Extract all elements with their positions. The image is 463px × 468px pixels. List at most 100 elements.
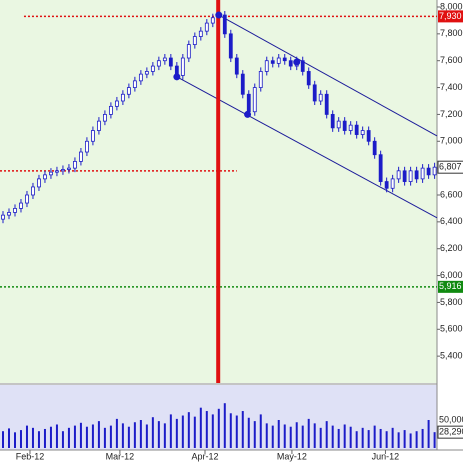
candle-body bbox=[13, 208, 17, 213]
candle-body bbox=[276, 57, 281, 64]
candle-body bbox=[67, 167, 71, 170]
y-tick-label: 6,600 bbox=[440, 189, 463, 199]
candle-body bbox=[144, 71, 149, 75]
candle-body bbox=[19, 202, 23, 209]
candle-body bbox=[414, 170, 419, 180]
candle-body bbox=[79, 151, 83, 162]
candle-body bbox=[180, 57, 185, 76]
candle-body bbox=[342, 120, 347, 131]
candle-body bbox=[49, 171, 53, 176]
candle-body bbox=[234, 57, 239, 75]
candle-body bbox=[103, 114, 107, 122]
candle-body bbox=[240, 73, 245, 95]
candle-body bbox=[1, 214, 5, 220]
candle-body bbox=[258, 71, 263, 88]
candle-body bbox=[114, 100, 119, 107]
y-tick-label: 5,800 bbox=[440, 297, 463, 307]
candle-body bbox=[396, 170, 401, 180]
x-tick-label: Mar-12 bbox=[106, 451, 135, 461]
x-tick-label: May-12 bbox=[277, 451, 307, 461]
candle-body bbox=[150, 65, 155, 72]
candle-body bbox=[25, 194, 29, 204]
y-tick-label: 8,000 bbox=[440, 1, 463, 11]
y-tick-label: 5,400 bbox=[440, 351, 463, 361]
candle-body bbox=[420, 167, 425, 180]
candle-body bbox=[360, 130, 365, 135]
candle-body bbox=[336, 120, 341, 129]
x-tick-label: Apr-12 bbox=[192, 451, 219, 461]
candle-body bbox=[204, 22, 209, 32]
candle-body bbox=[390, 178, 395, 189]
candle-body bbox=[91, 130, 95, 142]
candle-body bbox=[354, 124, 359, 135]
candle-body bbox=[120, 93, 125, 102]
y-tick-label: 5,600 bbox=[440, 324, 463, 334]
candle-body bbox=[73, 161, 77, 169]
candle-body bbox=[372, 140, 377, 156]
candle-body bbox=[312, 84, 317, 102]
candle-body bbox=[43, 174, 47, 180]
candle-body bbox=[168, 57, 173, 67]
candle-body bbox=[300, 60, 305, 72]
candle-body bbox=[138, 73, 143, 82]
candle-body bbox=[264, 60, 269, 72]
candle-body bbox=[198, 30, 203, 37]
candle-body bbox=[55, 170, 59, 173]
y-tick-label: 7,800 bbox=[440, 28, 463, 38]
candle-body bbox=[85, 140, 89, 153]
candle-body bbox=[384, 181, 389, 189]
candle-body bbox=[318, 93, 323, 102]
pivot-point bbox=[173, 73, 181, 81]
pivot-point bbox=[215, 11, 223, 19]
price-label: 7,930 bbox=[439, 11, 462, 21]
candle-body bbox=[432, 166, 437, 176]
candle-body bbox=[7, 212, 11, 216]
x-tick-label: Feb-12 bbox=[16, 451, 45, 461]
candle-body bbox=[306, 71, 311, 86]
price-label-box bbox=[437, 160, 463, 174]
pivot-point bbox=[244, 110, 252, 118]
trend-line bbox=[218, 14, 438, 137]
y-tick-label: 6,000 bbox=[440, 270, 463, 280]
candle-body bbox=[210, 17, 215, 24]
price-label: 5,916 bbox=[439, 281, 462, 291]
candle-body bbox=[348, 124, 353, 131]
candle-body bbox=[192, 36, 197, 45]
candle-body bbox=[162, 57, 167, 62]
candle-body bbox=[408, 170, 413, 182]
candle-body bbox=[270, 60, 275, 64]
last-price-label: 6,807 bbox=[439, 162, 462, 172]
candle-body bbox=[426, 167, 431, 176]
price-label-box bbox=[438, 10, 463, 23]
y-tick-label: 7,200 bbox=[440, 109, 463, 119]
candle-body bbox=[186, 44, 191, 59]
pivot-point bbox=[293, 58, 301, 66]
candle-body bbox=[324, 93, 329, 115]
y-tick-label: 6,400 bbox=[440, 216, 463, 226]
candle-body bbox=[252, 87, 257, 113]
candle-body bbox=[378, 154, 383, 182]
candle-body bbox=[246, 93, 251, 113]
y-tick-label: 7,400 bbox=[440, 82, 463, 92]
volume-tick-label: 50,000 bbox=[439, 414, 463, 424]
candle-body bbox=[132, 80, 137, 88]
y-tick-label: 7,600 bbox=[440, 55, 463, 65]
volume-label-box bbox=[437, 425, 463, 439]
candle-body bbox=[31, 186, 35, 196]
candle-body bbox=[288, 60, 293, 67]
volume-last-label: 28,290 bbox=[439, 427, 463, 437]
x-tick-label: Jun-12 bbox=[372, 451, 400, 461]
price-label-box bbox=[438, 280, 463, 293]
y-tick-label: 7,000 bbox=[440, 136, 463, 146]
candle-body bbox=[108, 105, 113, 115]
candle-body bbox=[37, 178, 41, 188]
candle-body bbox=[402, 170, 407, 182]
candle-body bbox=[97, 120, 101, 131]
candle-body bbox=[126, 87, 131, 95]
candle-body bbox=[156, 60, 161, 67]
candle-body bbox=[330, 114, 335, 129]
candle-body bbox=[228, 33, 233, 59]
candle-body bbox=[222, 14, 227, 35]
candle-body bbox=[366, 130, 371, 142]
